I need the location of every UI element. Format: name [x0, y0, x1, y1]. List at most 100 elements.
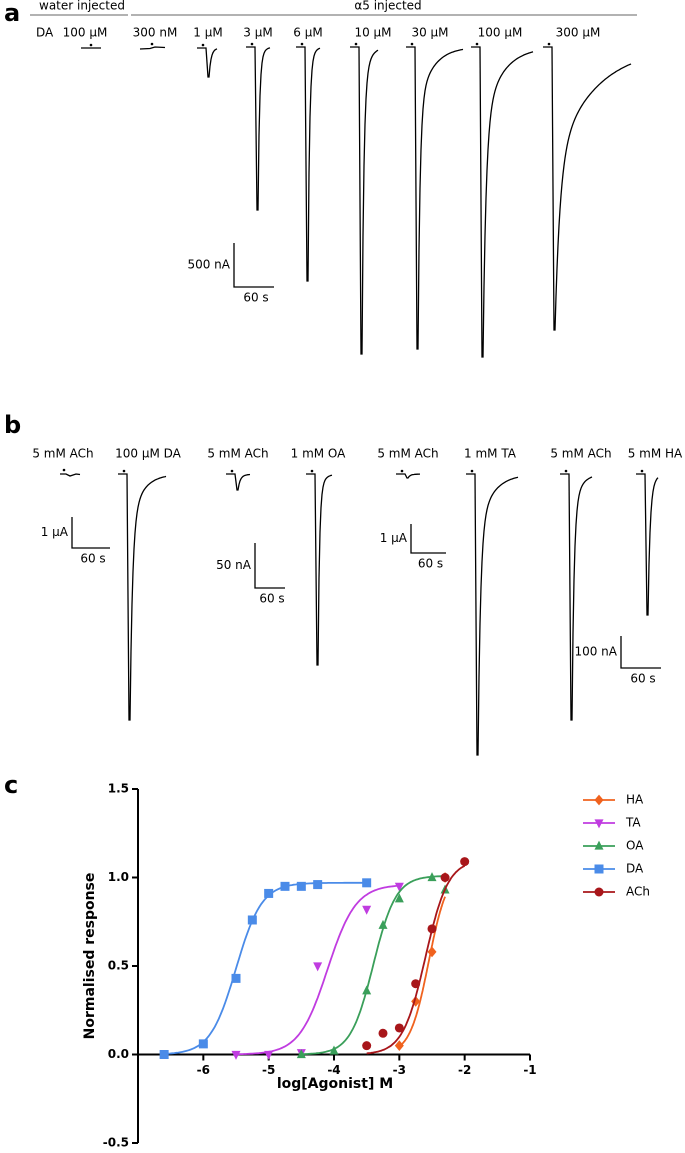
- application-dot: [230, 469, 234, 473]
- condition-label: 1 mM OA: [291, 447, 347, 461]
- data-point: [427, 946, 437, 958]
- data-point: [594, 840, 604, 850]
- fit-curve: [301, 875, 446, 1056]
- data-point: [362, 878, 372, 888]
- scale-bar: [71, 517, 110, 549]
- application-dot: [410, 42, 414, 46]
- data-point: [378, 919, 388, 929]
- concentration-label: 300 nM: [133, 26, 178, 40]
- data-point: [362, 905, 372, 915]
- data-point: [329, 1045, 339, 1055]
- application-dot: [250, 42, 254, 46]
- panel-label: a: [4, 0, 20, 27]
- application-dot: [201, 43, 205, 47]
- application-dot: [150, 42, 154, 46]
- current-trace: [636, 473, 659, 616]
- current-trace: [139, 46, 166, 50]
- data-point: [594, 887, 604, 897]
- current-trace: [60, 473, 81, 477]
- condition-label: 5 mM ACh: [32, 447, 93, 461]
- condition-label: 1 mM TA: [464, 447, 517, 461]
- current-trace: [471, 46, 534, 358]
- x-tick-label: -3: [393, 1063, 406, 1077]
- concentration-label: 10 μM: [354, 26, 391, 40]
- x-tick-label: -1: [523, 1063, 536, 1077]
- x-tick-label: -2: [458, 1063, 471, 1077]
- application-dot: [400, 469, 404, 473]
- scale-label: 100 nA: [574, 645, 617, 659]
- current-trace: [296, 46, 321, 282]
- panel-label: b: [4, 411, 21, 439]
- data-point: [427, 924, 437, 934]
- legend-label: HA: [626, 793, 644, 807]
- x-tick-label: -6: [197, 1063, 210, 1077]
- data-point: [247, 915, 257, 925]
- concentration-label: 3 μM: [243, 26, 272, 40]
- concentration-label: 30 μM: [411, 26, 448, 40]
- scale-label: 60 s: [80, 552, 105, 566]
- fit-curve: [164, 881, 367, 1055]
- scale-label: 1 μA: [380, 531, 408, 545]
- fit-curve: [236, 884, 400, 1056]
- current-trace: [396, 473, 420, 479]
- data-point: [394, 1023, 404, 1033]
- data-point: [159, 1050, 169, 1059]
- application-dot: [62, 468, 66, 472]
- group-label: water injected: [39, 0, 125, 13]
- application-dot: [354, 42, 358, 46]
- current-trace: [543, 46, 632, 331]
- condition-label: 5 mM ACh: [550, 447, 611, 461]
- application-dot: [475, 42, 479, 46]
- data-point: [427, 872, 437, 882]
- scale-label: 60 s: [243, 291, 268, 305]
- data-point: [313, 962, 323, 972]
- fit-curve: [366, 864, 466, 1055]
- current-trace: [306, 473, 333, 666]
- x-axis-title: log[Agonist] M: [277, 1076, 393, 1092]
- data-point: [594, 864, 604, 874]
- data-point: [313, 880, 323, 890]
- data-point: [594, 819, 604, 829]
- concentration-label: 100 μM: [478, 26, 523, 40]
- condition-label: 5 mM HA: [628, 447, 683, 461]
- legend-label: TA: [625, 816, 641, 830]
- data-point: [231, 973, 241, 983]
- application-dot: [470, 469, 474, 473]
- fit-curve: [398, 896, 446, 1048]
- scale-label: 60 s: [630, 672, 655, 686]
- legend-label: OA: [626, 839, 644, 853]
- legend-label: ACh: [626, 885, 650, 899]
- x-tick-label: -5: [262, 1063, 275, 1077]
- y-axis-title: Normalised response: [82, 873, 98, 1040]
- group-label: α5 injected: [354, 0, 421, 13]
- concentration-label: 6 μM: [293, 26, 322, 40]
- scale-label: 60 s: [259, 592, 284, 606]
- data-point: [394, 893, 404, 903]
- scale-label: 60 s: [418, 557, 443, 571]
- current-trace: [350, 46, 379, 355]
- y-tick-label: 0.0: [108, 1047, 129, 1061]
- scale-bar: [233, 243, 274, 288]
- scale-label: 1 μA: [41, 525, 69, 539]
- x-tick-label: -4: [327, 1063, 340, 1077]
- agonist-label: DA: [36, 26, 54, 40]
- current-trace: [560, 473, 593, 721]
- data-point: [231, 1050, 241, 1060]
- scale-bar: [254, 543, 285, 589]
- data-point: [296, 1049, 306, 1059]
- application-dot: [310, 469, 314, 473]
- data-point: [394, 1040, 404, 1052]
- scale-bar: [410, 524, 446, 554]
- panel-label: c: [4, 771, 18, 799]
- condition-label: 5 mM ACh: [207, 447, 268, 461]
- scale-bar: [620, 636, 661, 669]
- application-dot: [89, 43, 93, 47]
- condition-label: 5 mM ACh: [377, 447, 438, 461]
- concentration-label: 100 μM: [63, 26, 108, 40]
- concentration-label: 1 μM: [193, 26, 222, 40]
- data-point: [362, 1041, 372, 1051]
- application-dot: [300, 42, 304, 46]
- current-trace: [466, 473, 519, 756]
- data-point: [594, 794, 604, 806]
